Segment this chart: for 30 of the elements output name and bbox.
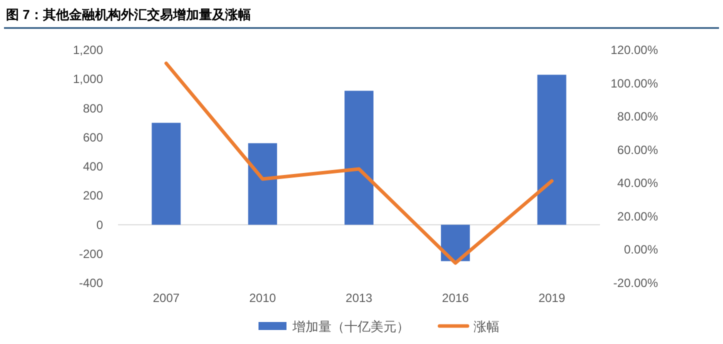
x-tick-label: 2007 xyxy=(152,291,180,305)
legend-label: 增加量（十亿美元） xyxy=(292,319,410,334)
legend-label: 涨幅 xyxy=(474,319,500,334)
y-tick-label: 600 xyxy=(82,130,104,144)
y-tick-label: -400 xyxy=(78,276,104,290)
y-tick-label: 1,200 xyxy=(72,43,104,57)
x-tick-label: 2016 xyxy=(442,291,470,305)
y2-tick-label: 0.00% xyxy=(624,242,658,257)
y-tick-label: 800 xyxy=(82,101,104,116)
y2-tick-label: 60.00% xyxy=(617,142,658,157)
y-tick-label: -200 xyxy=(78,246,104,261)
y-tick-label: 400 xyxy=(82,160,104,174)
y2-tick-label: 80.00% xyxy=(617,110,658,124)
y2-tick-label: 40.00% xyxy=(617,176,658,190)
y2-tick-label: 100.00% xyxy=(610,76,658,90)
y-tick-label: 200 xyxy=(82,188,104,203)
y2-tick-label: -20.00% xyxy=(613,276,658,290)
bar xyxy=(344,90,374,225)
bar xyxy=(537,74,566,225)
y2-tick-label: 120.00% xyxy=(610,43,658,57)
y-tick-label: 1,000 xyxy=(72,72,104,86)
x-tick-label: 2013 xyxy=(346,291,373,305)
bar xyxy=(248,143,278,225)
chart-title: 图 7：其他金融机构外汇交易增加量及涨幅 xyxy=(6,7,251,22)
line-series xyxy=(164,62,554,265)
bar xyxy=(152,122,181,225)
y-tick-label: 0 xyxy=(96,218,104,232)
x-tick-label: 2010 xyxy=(249,291,276,305)
y2-tick-label: 20.00% xyxy=(617,209,658,224)
x-tick-label: 2019 xyxy=(538,291,566,305)
